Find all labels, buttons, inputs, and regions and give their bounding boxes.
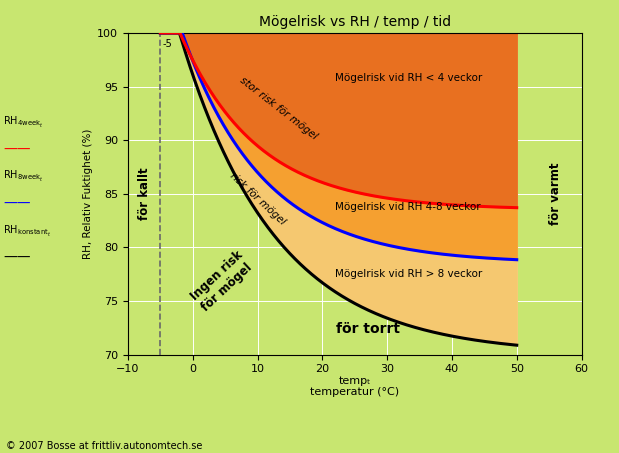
Text: ——: —— [3,143,30,156]
Text: för kallt: för kallt [137,168,150,220]
Text: för varmt: för varmt [549,163,562,225]
Title: Mögelrisk vs RH / temp / tid: Mögelrisk vs RH / temp / tid [259,15,451,29]
Text: för torrt: för torrt [335,322,400,336]
Text: Mögelrisk vid RH > 8 veckor: Mögelrisk vid RH > 8 veckor [335,269,483,279]
Y-axis label: RH, Relativ Fuktighet (%): RH, Relativ Fuktighet (%) [83,129,93,259]
Text: RH$_{\mathregular{konstant}_t}$: RH$_{\mathregular{konstant}_t}$ [3,223,51,239]
Text: RH$_{\mathregular{4week}_t}$: RH$_{\mathregular{4week}_t}$ [3,115,44,130]
Text: ——: —— [3,197,30,211]
Text: Mögelrisk vid RH 4-8 veckor: Mögelrisk vid RH 4-8 veckor [335,202,481,212]
Text: Mögelrisk vid RH < 4 veckor: Mögelrisk vid RH < 4 veckor [335,73,483,83]
Text: © 2007 Bosse at frittliv.autonomtech.se: © 2007 Bosse at frittliv.autonomtech.se [6,441,202,451]
Text: ——: —— [3,251,30,265]
Text: -5: -5 [163,39,173,49]
Text: risk för mögel: risk för mögel [228,171,288,227]
Text: Ingen risk
för mögel: Ingen risk för mögel [188,249,256,314]
X-axis label: tempₜ
temperatur (°C): tempₜ temperatur (°C) [310,376,399,397]
Text: RH$_{\mathregular{8week}_t}$: RH$_{\mathregular{8week}_t}$ [3,169,44,184]
Text: stor risk för mögel: stor risk för mögel [238,75,319,141]
